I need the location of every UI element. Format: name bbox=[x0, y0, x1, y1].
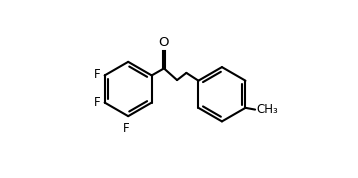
Text: F: F bbox=[123, 122, 130, 135]
Text: CH₃: CH₃ bbox=[256, 103, 278, 116]
Text: F: F bbox=[94, 96, 101, 109]
Text: O: O bbox=[159, 36, 169, 49]
Text: F: F bbox=[94, 68, 101, 81]
